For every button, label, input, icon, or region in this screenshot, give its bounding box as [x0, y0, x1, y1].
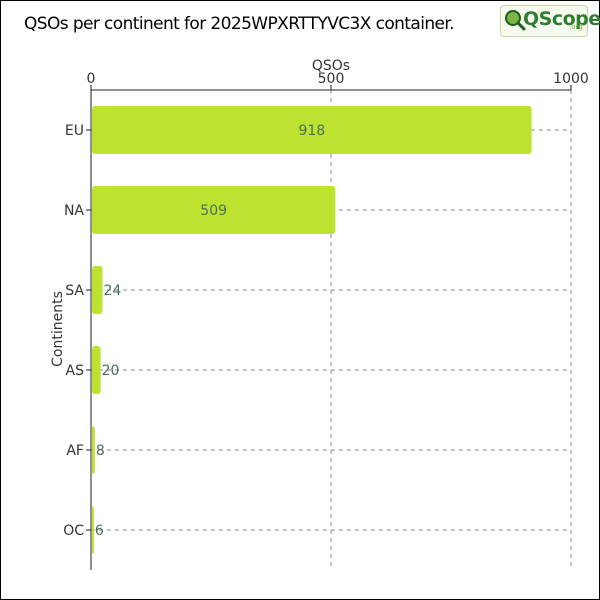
logo-tld: .org [569, 23, 583, 31]
y-tick-label: OC [63, 523, 84, 539]
bars: 918 509 24 20 8 6 [92, 106, 532, 554]
value-label-af: 8 [96, 443, 105, 459]
chart-title: QSOs per continent for 2025WPXRTTYVC3X c… [24, 14, 455, 34]
bar-eu [92, 106, 532, 154]
x-tick-label: 500 [318, 71, 345, 87]
x-axis-label: QSOs [312, 58, 350, 74]
bar-oc [92, 506, 94, 554]
y-tick-label: EU [65, 123, 84, 139]
y-axis-label: Continents [50, 291, 66, 367]
value-label-as: 20 [102, 363, 120, 379]
value-label-sa: 24 [104, 283, 122, 299]
value-label-eu: 918 [298, 123, 325, 139]
y-tick-label: AF [66, 443, 84, 459]
grid-lines [91, 90, 572, 570]
value-label-oc: 6 [95, 523, 104, 539]
bar-as [92, 346, 101, 394]
y-tick-label: SA [65, 283, 84, 299]
y-tick-label: AS [66, 363, 85, 379]
qscope-logo[interactable]: QScope .org [500, 5, 600, 37]
logo-text: QScope [523, 8, 600, 30]
bar-af [92, 426, 95, 474]
magnifier-icon [505, 10, 526, 31]
axes: 0 500 1000 EU NA SA AS AF OC [63, 71, 589, 570]
x-tick-label: 1000 [553, 71, 589, 87]
bar-na [92, 186, 336, 234]
y-tick-label: NA [64, 203, 84, 219]
x-tick-label: 0 [87, 71, 96, 87]
value-label-na: 509 [200, 203, 227, 219]
bar-sa [92, 266, 103, 314]
